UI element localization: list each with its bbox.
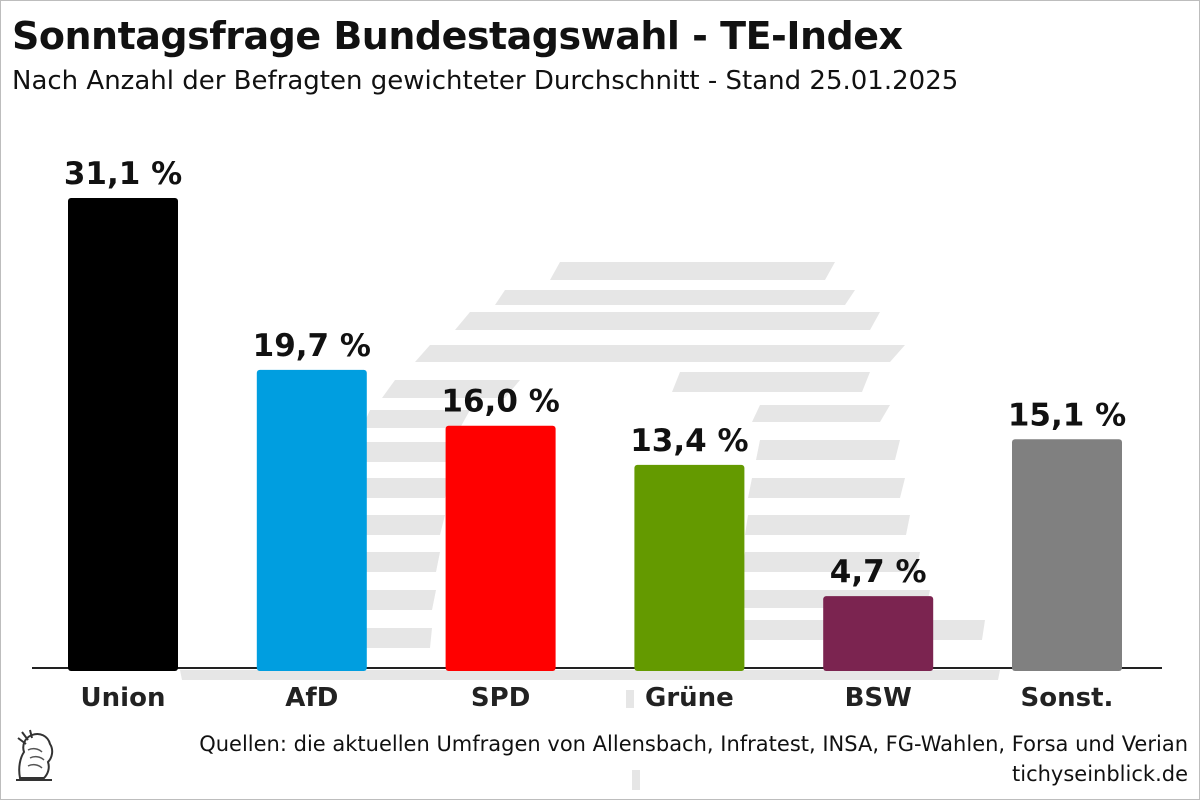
bar-group: 31,1 % Union 19,7 % AfD 16,0 % SPD 13,4 % Grüne…	[64, 156, 1126, 713]
site-credit: tichyseinblick.de	[1012, 762, 1188, 786]
category-label: Grüne	[645, 683, 734, 713]
bar-union	[68, 198, 178, 671]
value-label: 13,4 %	[630, 423, 748, 459]
value-label: 4,7 %	[830, 554, 927, 590]
category-label: AfD	[285, 683, 338, 713]
chart-subtitle: Nach Anzahl der Befragten gewichteter Du…	[12, 66, 959, 96]
bar-bsw	[823, 596, 934, 671]
category-label: Sonst.	[1021, 683, 1114, 713]
category-label: BSW	[845, 683, 912, 713]
hermes-head-icon	[16, 729, 54, 781]
value-label: 19,7 %	[253, 328, 371, 364]
sources-note: Quellen: die aktuellen Umfragen von Alle…	[199, 732, 1188, 756]
bar-grne	[634, 464, 745, 671]
value-label: 16,0 %	[441, 384, 559, 420]
bar-sonst	[1012, 439, 1122, 671]
category-label: Union	[81, 683, 166, 713]
category-label: SPD	[471, 683, 530, 713]
chart-title: Sonntagsfrage Bundestagswahl - TE-Index	[12, 14, 903, 58]
bar-afd	[256, 369, 367, 671]
value-label: 15,1 %	[1008, 397, 1126, 433]
value-label: 31,1 %	[64, 156, 182, 192]
bar-spd	[445, 425, 556, 671]
